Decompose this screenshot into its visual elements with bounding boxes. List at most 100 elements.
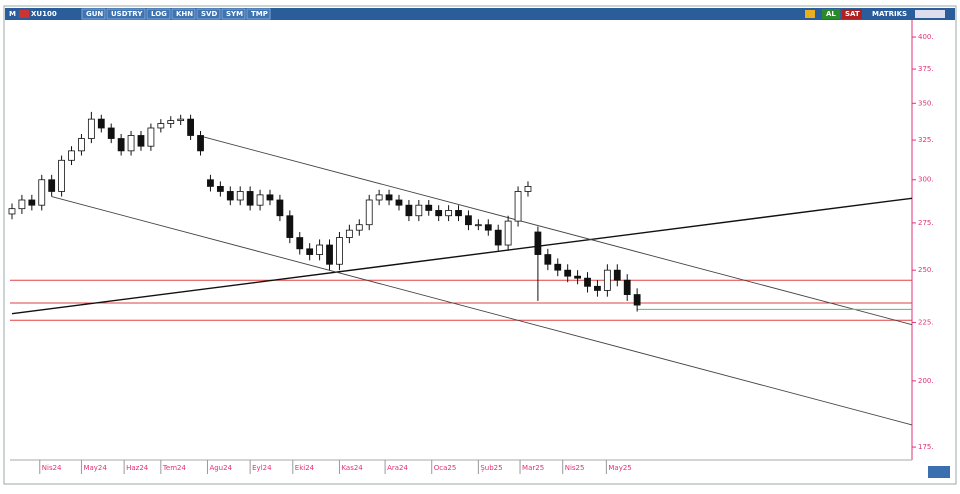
candle-body — [306, 248, 314, 255]
candle-body — [445, 210, 452, 217]
candle-body — [137, 135, 145, 147]
candle-body — [8, 208, 16, 215]
candle-body — [177, 118, 185, 121]
candle-body — [107, 127, 115, 139]
y-tick-label: 300. — [918, 176, 934, 184]
toolbar-button-label: SYM — [226, 10, 243, 18]
candle-body — [514, 191, 522, 222]
toolbar-button[interactable] — [81, 8, 106, 20]
candle-body — [425, 204, 433, 211]
candle-body — [18, 199, 26, 210]
candle-body — [266, 194, 274, 201]
candle-body — [574, 275, 581, 279]
toolbar-button-label: GUN — [86, 10, 103, 18]
candle-body — [455, 210, 462, 217]
candle-body — [78, 138, 85, 152]
candle-body — [326, 244, 333, 265]
x-tick-label: Mar25 — [522, 464, 544, 472]
y-tick-label: 325. — [918, 136, 934, 144]
candle-body — [594, 285, 601, 291]
x-tick-label: Oca25 — [434, 464, 457, 472]
toolbar-button-label: TMP — [251, 10, 268, 18]
candle-body — [256, 194, 264, 206]
candle-body — [296, 237, 304, 250]
candle-body — [58, 159, 65, 192]
buy-label: AL — [826, 10, 836, 18]
candle-body — [286, 215, 294, 238]
logo: M — [9, 10, 16, 18]
candle-body — [167, 120, 175, 124]
candle-body — [147, 127, 155, 147]
toolbar-button-label: LOG — [151, 10, 167, 18]
candle-body — [365, 199, 373, 226]
trend-line — [11, 197, 913, 315]
candle-body — [385, 194, 393, 201]
frame — [3, 5, 957, 485]
candle-body — [633, 294, 641, 306]
candle-body — [504, 220, 512, 246]
candle-body — [494, 229, 502, 246]
sell-button[interactable] — [842, 9, 862, 19]
trend-line — [197, 135, 913, 326]
x-tick-label: Ara24 — [387, 464, 408, 472]
flag-icon[interactable] — [19, 10, 29, 18]
y-tick-label: 200. — [918, 377, 934, 385]
candle-body — [544, 254, 552, 265]
toolbar-button[interactable] — [171, 8, 196, 20]
candle-body — [197, 135, 204, 152]
y-tick-label: 350. — [918, 99, 934, 107]
candle-body — [613, 269, 621, 281]
x-tick-label: Nis24 — [42, 464, 62, 472]
candle-body — [48, 179, 56, 192]
candle-body — [435, 210, 443, 217]
x-tick-label: Şub25 — [480, 464, 502, 472]
candle-body — [68, 150, 75, 161]
candle-body — [207, 179, 214, 187]
brand: MATRIKS — [872, 10, 907, 18]
x-tick-label: Haz24 — [126, 464, 149, 472]
candle-body — [336, 237, 343, 265]
candle-body — [226, 191, 234, 201]
candle-body — [38, 179, 46, 206]
candle-body — [465, 215, 472, 226]
candle-body — [375, 194, 383, 201]
x-tick-label: Tem24 — [162, 464, 187, 472]
toolbar-button[interactable] — [146, 8, 171, 20]
candle-body — [484, 224, 492, 231]
toolbar-button[interactable] — [246, 8, 271, 20]
nav-icons[interactable] — [928, 466, 950, 478]
toolbar-button[interactable] — [106, 8, 146, 20]
x-tick-label: May24 — [83, 464, 107, 472]
toolbar-button[interactable] — [221, 8, 246, 20]
candle-body — [603, 269, 611, 291]
candle-body — [246, 191, 254, 206]
candle-body — [623, 279, 631, 295]
toolbar-button-label: KHN — [176, 10, 193, 18]
toolbar-button[interactable] — [196, 8, 221, 20]
buy-button[interactable] — [822, 9, 840, 19]
icon[interactable] — [805, 10, 815, 18]
candle-body — [524, 186, 532, 192]
x-tick-label: Kas24 — [341, 464, 363, 472]
candle-body — [187, 118, 194, 136]
candle-body — [564, 269, 572, 277]
y-tick-label: 275. — [918, 219, 934, 227]
candle-body — [236, 191, 244, 201]
candle-body — [554, 263, 562, 271]
x-tick-label: Eyl24 — [252, 464, 272, 472]
candle-body — [355, 224, 363, 231]
candle-body — [534, 231, 542, 255]
window-controls[interactable] — [915, 10, 945, 18]
candle-body — [127, 135, 135, 152]
symbol[interactable]: XU100 — [31, 10, 57, 18]
x-tick-label: Nis25 — [565, 464, 585, 472]
sell-label: SAT — [845, 10, 860, 18]
x-tick-label: Agu24 — [209, 464, 232, 472]
y-tick-label: 250. — [918, 266, 934, 274]
candle-body — [415, 204, 423, 217]
candle-body — [87, 118, 95, 139]
y-tick-label: 175. — [918, 443, 934, 451]
y-tick-label: 375. — [918, 65, 934, 73]
